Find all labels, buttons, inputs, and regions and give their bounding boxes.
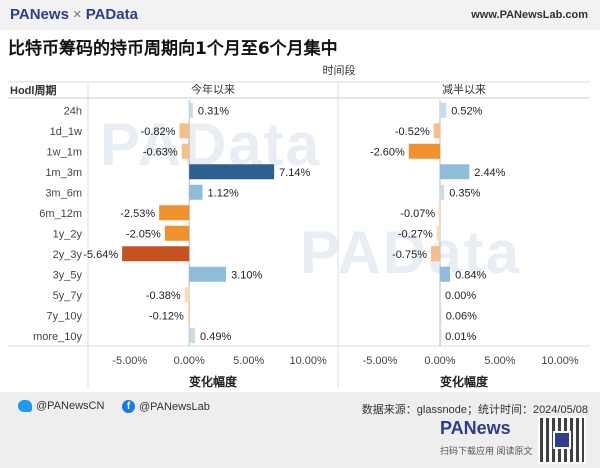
data-label: -0.52%	[395, 126, 430, 138]
qr-logo-icon	[553, 431, 571, 449]
brand-separator: ×	[72, 6, 82, 23]
bar	[433, 123, 440, 139]
category-label: 1m_3m	[45, 167, 82, 179]
category-label: 24h	[64, 105, 82, 117]
data-label: 7.14%	[279, 167, 310, 179]
category-label: 1y_2y	[53, 228, 83, 240]
category-label: 7y_10y	[47, 310, 83, 322]
brand-panews: PANews	[10, 6, 69, 23]
brand-padata: PAData	[85, 6, 138, 23]
category-label: 5y_7y	[53, 290, 83, 302]
x-axis-label: 变化幅度	[189, 374, 238, 389]
data-label: 0.31%	[198, 105, 229, 117]
data-label: -0.38%	[146, 290, 181, 302]
data-label: -0.75%	[392, 249, 427, 261]
chart-title: 比特币筹码的持币周期向1个月至6个月集中	[8, 39, 338, 59]
bar	[438, 205, 440, 221]
app-slogan: 扫码下载应用 阅读原文	[440, 446, 533, 456]
series-header: 今年以来	[191, 82, 235, 96]
data-label: 0.35%	[449, 187, 480, 199]
facebook-label: @PANewsLab	[139, 400, 210, 413]
x-tick-label: 10.00%	[290, 355, 328, 367]
bar	[408, 143, 440, 159]
x-axis-label: 变化幅度	[440, 374, 489, 389]
bar	[440, 102, 447, 118]
data-label: 2.44%	[474, 167, 505, 179]
data-label: 0.52%	[451, 105, 482, 117]
category-label: 3m_6m	[45, 187, 82, 199]
bar	[189, 328, 196, 344]
bar-chart: 时间段 Hodl周期 24h 1d_1w 1w_1m 1m_3m 3m_6m 6m_12m 1y…	[8, 63, 590, 389]
category-label: 3y_5y	[53, 269, 83, 281]
facebook-handle[interactable]: f @PANewsLab	[122, 400, 210, 413]
data-label: -0.12%	[149, 310, 184, 322]
site-url[interactable]: www.PANewsLab.com	[471, 9, 588, 21]
data-label: 0.49%	[200, 331, 231, 343]
footer: @PANewsCN f @PANewsLab 数据来源：glassnode；统计…	[0, 392, 600, 468]
row-header: Hodl周期	[10, 83, 56, 97]
bar	[440, 184, 445, 200]
bar	[189, 266, 227, 282]
twitter-icon	[18, 400, 32, 412]
facebook-icon: f	[122, 400, 135, 413]
category-label: 1d_1w	[50, 126, 82, 138]
bar	[189, 164, 275, 180]
data-label: -2.05%	[126, 228, 161, 240]
category-label: 6m_12m	[39, 208, 82, 220]
bar	[184, 287, 190, 303]
data-label: 0.84%	[455, 269, 486, 281]
data-label: -5.64%	[83, 249, 118, 261]
data-label: -0.63%	[143, 146, 178, 158]
bar	[189, 184, 203, 200]
bar	[164, 225, 190, 241]
bar	[440, 328, 442, 344]
data-label: -0.07%	[400, 208, 435, 220]
x-tick-label: -5.00%	[363, 355, 398, 367]
bar	[189, 102, 193, 118]
panews-logo: PANews	[440, 418, 511, 438]
data-label: 0.01%	[445, 331, 476, 343]
brand-logo: PANews × PAData	[10, 6, 138, 23]
header-bar: PANews × PAData www.PANewsLab.com	[0, 0, 600, 30]
bar	[187, 307, 190, 323]
bar	[181, 143, 190, 159]
x-tick-label: 0.00%	[424, 355, 455, 367]
data-label: -2.60%	[370, 146, 405, 158]
x-tick-label: 10.00%	[541, 355, 579, 367]
category-label: more_10y	[33, 331, 82, 343]
series-header: 减半以来	[442, 82, 486, 96]
data-label: -0.82%	[141, 126, 176, 138]
twitter-label: @PANewsCN	[36, 400, 105, 412]
data-source: 数据来源：glassnode；统计时间：2024/05/08	[361, 404, 588, 416]
data-label: 3.10%	[231, 269, 262, 281]
data-label: 0.06%	[446, 310, 477, 322]
bar	[179, 123, 190, 139]
x-tick-label: 5.00%	[233, 355, 264, 367]
twitter-handle[interactable]: @PANewsCN	[18, 400, 104, 412]
bar	[440, 266, 451, 282]
category-label: 2y_3y	[53, 249, 83, 261]
x-tick-label: 0.00%	[174, 355, 205, 367]
bar	[159, 205, 190, 221]
x-tick-label: 5.00%	[484, 355, 515, 367]
bar	[440, 307, 442, 323]
data-label: 1.12%	[208, 187, 239, 199]
column-header: 时间段	[323, 63, 356, 77]
category-label: 1w_1m	[47, 146, 82, 158]
bar	[440, 164, 470, 180]
data-label: 0.00%	[445, 290, 476, 302]
x-tick-label: -5.00%	[112, 355, 147, 367]
watermark-2: PAData	[300, 219, 521, 286]
data-label: -2.53%	[120, 208, 155, 220]
bar	[431, 246, 440, 262]
bar	[122, 246, 190, 262]
data-label: -0.27%	[398, 228, 433, 240]
bar	[436, 225, 440, 241]
